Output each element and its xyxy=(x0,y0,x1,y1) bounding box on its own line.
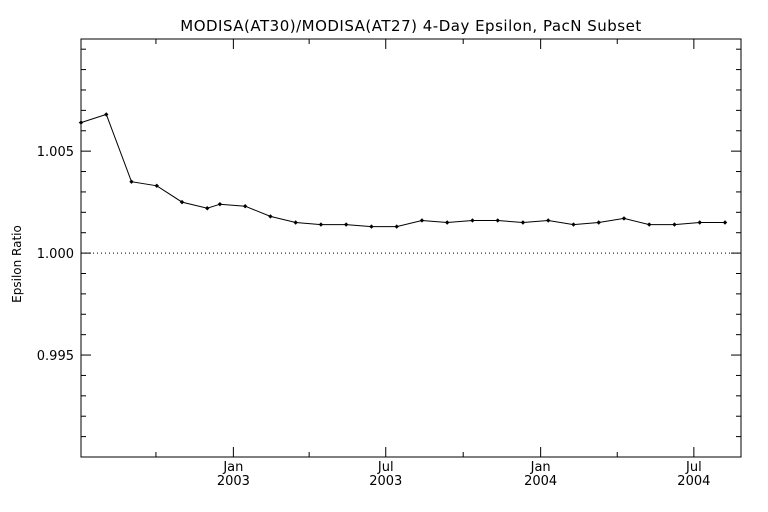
data-point xyxy=(293,220,298,225)
axis-tick-labels: 0.9951.0001.005Jan2003Jul2003Jan2004Jul2… xyxy=(37,145,711,489)
x-tick-label-month: Jan xyxy=(222,460,243,475)
data-point xyxy=(470,218,475,223)
data-point xyxy=(318,222,324,227)
data-point xyxy=(672,222,677,227)
y-axis-label: Epsilon Ratio xyxy=(10,225,24,303)
x-tick-label-year: 2004 xyxy=(524,474,557,489)
data-point xyxy=(154,183,159,189)
x-tick-label-month: Jul xyxy=(377,460,394,475)
x-tick-label-month: Jul xyxy=(685,460,702,475)
data-point xyxy=(205,206,210,211)
data-point xyxy=(268,214,273,219)
chart-title: MODISA(AT30)/MODISA(AT27) 4-Day Epsilon,… xyxy=(180,17,641,35)
y-tick-label: 1.005 xyxy=(37,145,74,160)
y-tick-label: 1.000 xyxy=(37,247,74,262)
data-point xyxy=(217,201,223,207)
data-point xyxy=(104,112,109,117)
data-point xyxy=(369,224,374,229)
data-point xyxy=(621,216,627,221)
data-point xyxy=(596,220,601,225)
series-line xyxy=(80,113,725,228)
data-point xyxy=(242,204,248,209)
data-point xyxy=(697,220,702,225)
plot-frame xyxy=(80,38,742,458)
x-tick-label-year: 2004 xyxy=(677,474,710,489)
data-point xyxy=(571,222,576,227)
axis-ticks xyxy=(81,39,741,458)
data-point xyxy=(520,220,526,225)
data-series xyxy=(78,112,741,254)
x-tick-label-year: 2003 xyxy=(217,474,250,489)
data-point xyxy=(419,218,425,223)
data-point xyxy=(343,222,349,227)
data-point xyxy=(394,224,399,229)
data-point xyxy=(495,218,500,223)
data-point xyxy=(444,220,450,225)
data-point xyxy=(179,199,185,205)
data-point xyxy=(129,179,134,184)
data-point xyxy=(722,220,728,225)
x-tick-label-month: Jan xyxy=(530,460,551,475)
x-tick-label-year: 2003 xyxy=(369,474,402,489)
y-tick-label: 0.995 xyxy=(37,349,74,364)
data-point xyxy=(546,218,551,223)
data-point xyxy=(647,222,652,227)
